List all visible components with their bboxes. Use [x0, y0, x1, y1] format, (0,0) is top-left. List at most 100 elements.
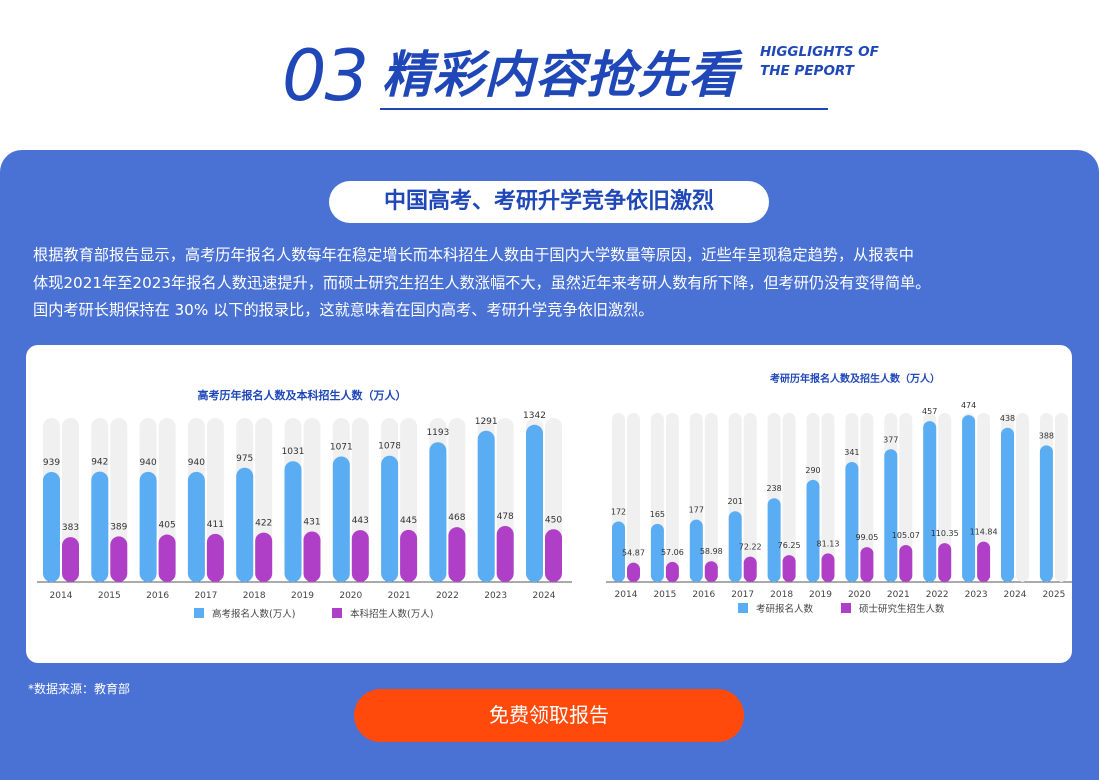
data-label: 942 — [91, 458, 108, 468]
legend-label: 硕士研究生招生人数 — [859, 603, 945, 615]
chart-title: 考研历年报名人数及招生人数（万人） — [770, 372, 940, 385]
description: 根据教育部报告显示，高考历年报名人数每年在稳定增长而本科招生人数由于国内大学数量… — [33, 242, 1078, 325]
data-label: 1193 — [426, 428, 449, 438]
x-tick-label: 2021 — [388, 591, 411, 601]
bar-series-2 — [938, 543, 952, 582]
bar-series-1 — [429, 442, 447, 582]
data-label: 443 — [352, 516, 369, 526]
data-label: 939 — [43, 458, 60, 468]
bar-series-1 — [767, 498, 781, 582]
bar-series-2 — [400, 529, 418, 582]
x-tick-label: 2023 — [965, 590, 988, 600]
bar-series-1 — [612, 521, 625, 582]
x-tick-label: 2019 — [809, 590, 832, 600]
bar-series-2 — [743, 556, 757, 582]
bar-series-1 — [962, 415, 976, 582]
bar-series-2 — [496, 526, 514, 582]
data-label: 105.07 — [892, 531, 920, 540]
bar-series-2 — [821, 553, 835, 582]
x-tick-label: 2020 — [848, 590, 871, 600]
bar-series-1 — [43, 472, 60, 582]
section-title: 精彩内容抢先看 — [382, 46, 739, 104]
data-label: 1291 — [475, 417, 498, 427]
data-label: 1071 — [330, 443, 353, 453]
bar-track — [938, 413, 952, 582]
x-tick-label: 2024 — [1004, 590, 1027, 600]
legend-swatch — [332, 608, 342, 618]
data-label: 438 — [1000, 414, 1015, 423]
data-label: 110.35 — [931, 529, 959, 538]
chart-title: 高考历年报名人数及本科招生人数（万人） — [198, 388, 407, 402]
charts-svg: 高考历年报名人数及本科招生人数（万人） 2014 939 383 2015 942 389 2… — [37, 372, 1072, 620]
get-report-button[interactable]: 免费领取报告 — [354, 689, 744, 742]
data-label: 388 — [1039, 431, 1054, 440]
section-subtitle: HIGGLIGHTS OF THE PEPORT — [760, 43, 879, 81]
data-label: 422 — [255, 519, 272, 529]
data-label: 377 — [883, 435, 898, 444]
data-label: 54.87 — [622, 549, 645, 558]
data-label: 405 — [159, 521, 176, 531]
data-label: 940 — [188, 458, 205, 468]
data-label: 81.13 — [817, 539, 840, 548]
data-label: 72.22 — [739, 543, 762, 552]
bar-series-1 — [236, 467, 254, 582]
data-label: 172 — [611, 507, 626, 516]
description-line: 国内考研长期保持在 30% 以下的报录比，这就意味着在国内高考、考研升学竞争依旧… — [33, 301, 654, 319]
bar-series-2 — [448, 527, 466, 582]
pill-title: 中国高考、考研升学竞争依旧激烈 — [329, 181, 769, 223]
bar-series-2 — [899, 545, 913, 582]
bar-series-1 — [526, 424, 543, 582]
data-label: 975 — [236, 454, 253, 464]
data-label: 290 — [805, 466, 820, 475]
bar-track — [821, 413, 835, 582]
data-label: 114.84 — [970, 528, 998, 537]
bar-track — [860, 413, 874, 582]
data-label: 450 — [545, 515, 562, 525]
data-label: 99.05 — [855, 533, 878, 542]
data-label: 1031 — [282, 447, 305, 457]
legend-swatch — [841, 603, 851, 613]
bar-series-1 — [332, 456, 350, 582]
bar-track — [627, 413, 640, 582]
x-tick-label: 2014 — [615, 590, 638, 600]
x-tick-label: 2015 — [653, 590, 676, 600]
data-label: 474 — [961, 401, 976, 410]
bar-series-2 — [860, 547, 874, 582]
bar-series-1 — [689, 519, 703, 582]
legend-swatch — [194, 608, 204, 618]
bar-series-1 — [728, 511, 742, 582]
data-label: 58.98 — [700, 547, 723, 556]
bar-series-2 — [303, 531, 321, 582]
x-tick-label: 2016 — [146, 591, 169, 601]
bar-series-2 — [545, 529, 562, 582]
x-tick-label: 2022 — [926, 590, 949, 600]
x-tick-label: 2021 — [887, 590, 910, 600]
data-label: 76.25 — [778, 541, 801, 550]
data-label: 411 — [207, 520, 224, 530]
bar-series-2 — [351, 530, 369, 582]
bar-track — [899, 413, 913, 582]
bar-series-2 — [977, 541, 991, 582]
bar-series-1 — [884, 449, 898, 582]
x-tick-label: 2025 — [1042, 590, 1065, 600]
description-line: 体现2021年至2023年报名人数迅速提升，而硕士研究生招生人数涨幅不大，虽然近… — [33, 273, 931, 292]
x-tick-label: 2018 — [770, 590, 793, 600]
x-tick-label: 2024 — [533, 591, 556, 601]
bar-series-1 — [1001, 427, 1014, 582]
bar-series-2 — [206, 533, 224, 582]
legend-swatch — [738, 603, 748, 613]
bar-track — [1016, 413, 1029, 582]
bar-series-2 — [782, 555, 796, 582]
x-tick-label: 2023 — [484, 591, 507, 601]
data-label: 57.06 — [661, 548, 684, 557]
data-label: 431 — [303, 518, 320, 528]
data-label: 177 — [689, 506, 704, 515]
bar-series-1 — [91, 471, 109, 582]
data-label: 341 — [844, 448, 859, 457]
bar-series-1 — [923, 421, 937, 582]
bar-series-2 — [665, 561, 679, 582]
chart-card: 高考历年报名人数及本科招生人数（万人） 2014 939 383 2015 942 389 2… — [26, 345, 1072, 663]
bar-series-1 — [477, 430, 495, 582]
bar-series-2 — [110, 536, 128, 582]
bar-series-1 — [187, 471, 205, 582]
